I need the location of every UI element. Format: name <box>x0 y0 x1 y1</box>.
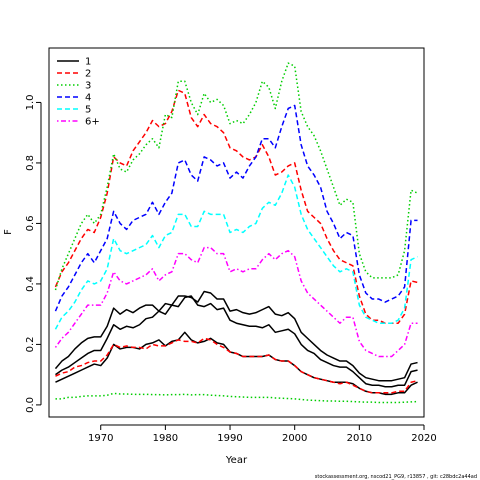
legend-label: 5 <box>85 105 91 116</box>
series-lines <box>54 62 418 404</box>
series-line-3-upper <box>54 62 418 291</box>
x-tick-label: 2020 <box>411 433 436 444</box>
series-line-4-mid <box>54 104 418 312</box>
series-line-6-mid <box>54 246 418 358</box>
y-tick-label: 0.2 <box>25 336 36 352</box>
x-tick-label: 1990 <box>217 433 242 444</box>
series-line-1-upper <box>54 290 418 382</box>
x-tick-label: 2010 <box>347 433 372 444</box>
y-tick-label: 0.0 <box>25 397 36 413</box>
footer-credit: stockassessment.org, nscod21_PG9, r13857… <box>315 474 477 480</box>
y-tick-label: 0.4 <box>25 276 36 292</box>
legend-label: 1 <box>85 57 91 68</box>
x-tick-label: 1970 <box>88 433 113 444</box>
x-axis-label: Year <box>225 455 248 466</box>
y-axis-label: F <box>3 229 14 235</box>
legend-label: 6+ <box>85 117 100 128</box>
y-tick-label: 0.8 <box>25 155 36 171</box>
y-tick-label: 1.0 <box>25 94 36 110</box>
legend-label: 3 <box>85 81 91 92</box>
axes: 1970 1980 1990 2000 2010 2020 0.0 0.2 0.4 0.6 0.8 1… <box>25 94 437 444</box>
legend-label: 4 <box>85 93 91 104</box>
plot-frame <box>48 47 425 418</box>
legend-label: 2 <box>85 69 91 80</box>
series-line-2-lower <box>55 337 418 394</box>
y-tick-label: 0.6 <box>25 215 36 231</box>
series-line-5-mid <box>54 174 418 330</box>
series-line-1-mid <box>55 295 418 388</box>
x-tick-label: 1980 <box>153 433 178 444</box>
series-line-3-lower <box>55 392 418 404</box>
x-tick-label: 2000 <box>282 433 307 444</box>
